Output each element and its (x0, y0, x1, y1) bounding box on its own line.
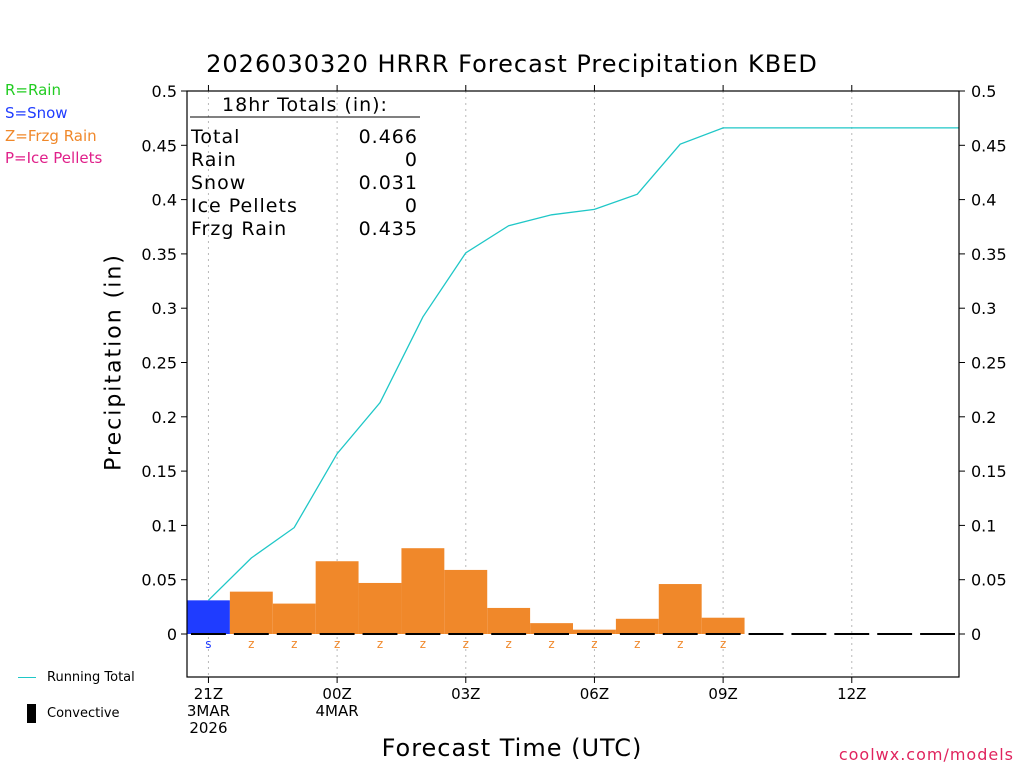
y-tick-label-right: 0.1 (971, 516, 996, 535)
precip-bar (401, 548, 445, 634)
running-total-line (207, 127, 959, 601)
totals-row-value: 0 (405, 195, 418, 217)
x-tick-label: 12Z (837, 685, 866, 703)
precip-type-label: z (248, 637, 254, 651)
precip-bar (315, 561, 359, 634)
y-tick-label-right: 0.05 (971, 571, 1007, 590)
x-axis-label: Forecast Time (UTC) (381, 734, 643, 762)
y-tick-label-right: 0 (971, 625, 981, 644)
precip-bar (573, 629, 616, 634)
x-tick-label: 3MAR (187, 702, 230, 720)
y-tick-label-left: 0 (167, 625, 177, 644)
y-tick-label-left: 0.2 (152, 408, 177, 427)
precip-bar (444, 569, 488, 634)
x-tick-label: 06Z (580, 685, 609, 703)
plot-frame (186, 90, 960, 678)
precip-bar (229, 591, 273, 634)
precip-type-label: z (591, 637, 597, 651)
y-tick-label-left: 0.15 (141, 462, 177, 481)
legend-rain: R=Rain (5, 81, 61, 99)
y-tick-label-left: 0.35 (141, 245, 177, 264)
totals-row-label: Snow (191, 172, 246, 194)
y-tick-label-right: 0.45 (971, 136, 1007, 155)
y-tick-label-left: 0.45 (141, 136, 177, 155)
precip-bar (358, 582, 402, 634)
chart-title: 2026030320 HRRR Forecast Precipitation K… (206, 50, 818, 78)
x-tick-label: 21Z (194, 685, 223, 703)
convective-swatch (27, 704, 36, 723)
legend-ice-pellets: P=Ice Pellets (5, 149, 103, 167)
y-tick-label-right: 0.2 (971, 408, 996, 427)
y-tick-label-left: 0.1 (152, 516, 177, 535)
y-tick-label-left: 0.5 (152, 82, 177, 101)
precip-bar (272, 603, 316, 634)
x-tick-label: 03Z (451, 685, 480, 703)
y-tick-label-left: 0.05 (141, 571, 177, 590)
precip-type-label: z (420, 637, 426, 651)
precip-bar (187, 600, 230, 634)
x-tick-label: 09Z (708, 685, 737, 703)
precip-type-label: z (334, 637, 340, 651)
credit-link[interactable]: coolwx.com/models (838, 745, 1014, 764)
precip-bar (615, 618, 659, 634)
y-tick-label-right: 0.5 (971, 82, 996, 101)
precip-type-label: s (205, 637, 211, 651)
legend-frzg-rain: Z=Frzg Rain (5, 127, 97, 145)
precip-type-label: z (677, 637, 683, 651)
precip-bar (658, 584, 702, 634)
running-total-swatch (18, 677, 36, 678)
y-tick-label-right: 0.25 (971, 354, 1007, 373)
x-tick-label: 00Z (322, 685, 351, 703)
x-tick-label: 4MAR (316, 702, 359, 720)
precip-type-label: z (720, 637, 726, 651)
legend-snow: S=Snow (5, 104, 68, 122)
y-tick-label-right: 0.4 (971, 191, 996, 210)
legend-running-total: Running Total (47, 670, 135, 685)
y-tick-label-right: 0.3 (971, 299, 996, 318)
y-tick-label-left: 0.25 (141, 354, 177, 373)
totals-row-label: Ice Pellets (191, 195, 298, 217)
totals-row-value: 0.435 (359, 218, 418, 240)
precip-type-label: z (291, 637, 297, 651)
x-tick-label: 2026 (189, 719, 227, 737)
y-tick-label-left: 0.3 (152, 299, 177, 318)
precip-bar (530, 623, 573, 634)
precip-type-label: z (506, 637, 512, 651)
precip-type-label: z (463, 637, 469, 651)
legend-convective: Convective (47, 706, 120, 721)
precip-bar (487, 607, 531, 634)
totals-row-value: 0.466 (359, 126, 418, 148)
totals-row-value: 0.031 (359, 172, 418, 194)
y-tick-label-left: 0.4 (152, 191, 177, 210)
y-tick-label-right: 0.35 (971, 245, 1007, 264)
totals-row-label: Frzg Rain (191, 218, 287, 240)
precip-bar (701, 617, 745, 634)
totals-header: 18hr Totals (in): (222, 94, 388, 116)
precip-type-label: z (634, 637, 640, 651)
precip-type-label: z (548, 637, 554, 651)
precip-type-label: z (377, 637, 383, 651)
totals-row-label: Total (190, 126, 240, 148)
totals-row-label: Rain (191, 149, 237, 171)
totals-row-value: 0 (405, 149, 418, 171)
y-tick-label-right: 0.15 (971, 462, 1007, 481)
